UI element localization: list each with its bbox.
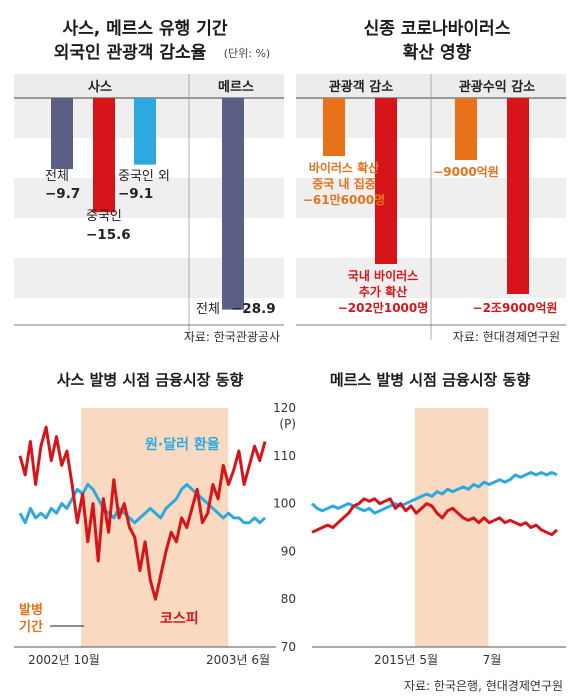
value-revenue-china: −9000억원 (433, 165, 499, 179)
bar-sars-total (51, 98, 73, 170)
line-sars-fx (18, 483, 267, 525)
panel-coronavirus-impact: 신종 코로나바이러스 확산 영향 관광객 감소 관광수익 감소 바이러스 확산 … (296, 19, 566, 344)
panel-d-unit: (P) (279, 417, 296, 431)
panel-d-y-ticks: 70 80 90 100 110 120 (273, 401, 296, 654)
label-sars-kospi: 코스피 (160, 611, 199, 627)
label-visitors-domestic-line1: 국내 바이러스 (348, 268, 418, 283)
value-sars-total: −9.7 (45, 186, 80, 202)
label-visitors-china-line2: 중국 내 집중 (312, 176, 376, 191)
value-visitors-china: −61만6000명 (303, 192, 385, 207)
panel-b-header-revenue: 관광수익 감소 (459, 79, 535, 95)
label-sars-total: 전체 (45, 169, 69, 184)
panel-d-y-tick: 70 (281, 640, 296, 654)
bar-revenue-domestic-spread (507, 98, 529, 294)
panel-d-y-tick: 100 (273, 497, 296, 511)
mers-outbreak-period-band (414, 408, 489, 647)
panel-a-title-line1: 사스, 메르스 유행 기간 (63, 19, 228, 39)
value-sars-chinese: −15.6 (86, 227, 131, 243)
bar-mers-total (222, 98, 244, 310)
panel-sars-mers-tourism: 사스, 메르스 유행 기간 외국인 관광객 감소율 (단위: %) 사스 메르스… (14, 19, 284, 344)
line-sars-kospi (18, 425, 267, 601)
line-mers-kospi (311, 497, 559, 537)
label-sars-chinese: 중국인 (86, 209, 122, 224)
panel-c-x-start: 2002년 10월 (28, 653, 100, 667)
label-visitors-china-line1: 바이러스 확산 (309, 160, 379, 175)
panel-d-y-tick: 90 (281, 544, 296, 558)
panel-a-header-sars: 사스 (88, 79, 112, 95)
panel-b-title-line2: 확산 영향 (403, 42, 472, 63)
value-revenue-domestic: −2조9000억원 (473, 301, 558, 315)
sars-outbreak-period-band (81, 408, 229, 647)
panel-a-title-line2: 외국인 관광객 감소율 (54, 43, 207, 63)
bar-revenue-china-spread (455, 98, 477, 160)
panel-c-title: 사스 발병 시점 금융시장 동향 (57, 371, 244, 389)
bar-sars-chinese (93, 98, 115, 213)
period-label-line1: 발병 (19, 602, 43, 618)
panel-sars-markets: 사스 발병 시점 금융시장 동향 원·달러 환율 코스피 발병 기간 2002년… (14, 371, 276, 667)
value-visitors-domestic: −202만1000명 (338, 300, 429, 315)
panel-a-header-mers: 메르스 (218, 80, 254, 95)
label-sars-non-chinese: 중국인 외 (118, 169, 170, 184)
panel-c-x-end: 2003년 6월 (206, 653, 270, 667)
bar-visitors-china-spread (323, 98, 345, 156)
panel-a-unit: (단위: %) (224, 47, 270, 60)
period-label-line2: 기간 (19, 619, 43, 635)
panel-d-x-tick-jul: 7월 (483, 653, 502, 667)
value-mers-total: −28.9 (231, 301, 276, 317)
label-mers-total: 전체 (196, 302, 220, 317)
panel-mers-markets: 메르스 발병 시점 금융시장 동향 70 80 90 100 110 120 (P) 20… (273, 371, 566, 693)
panel-d-source: 자료: 한국은행, 현대경제연구원 (404, 678, 563, 693)
panel-d-y-tick: 110 (273, 449, 296, 463)
bar-sars-non-chinese (134, 98, 156, 165)
panel-d-x-tick-may: 2015년 5월 (374, 653, 438, 667)
panel-a-source: 자료: 한국관광공사 (184, 330, 280, 344)
panel-a-header-bg (14, 74, 284, 98)
label-visitors-domestic-line2: 추가 확산 (359, 284, 407, 299)
label-sars-fx: 원·달러 환율 (145, 436, 220, 453)
panel-b-source: 자료: 현대경제연구원 (453, 330, 560, 344)
panel-b-title-line1: 신종 코로나바이러스 (364, 19, 511, 39)
panel-d-title: 메르스 발병 시점 금융시장 동향 (330, 371, 530, 389)
bar-visitors-domestic-spread (375, 98, 397, 264)
panel-b-header-visitors: 관광객 감소 (329, 79, 393, 95)
panel-d-y-tick: 80 (281, 592, 296, 606)
value-sars-non-chinese: −9.1 (118, 186, 153, 202)
panel-d-y-tick: 120 (273, 401, 296, 415)
